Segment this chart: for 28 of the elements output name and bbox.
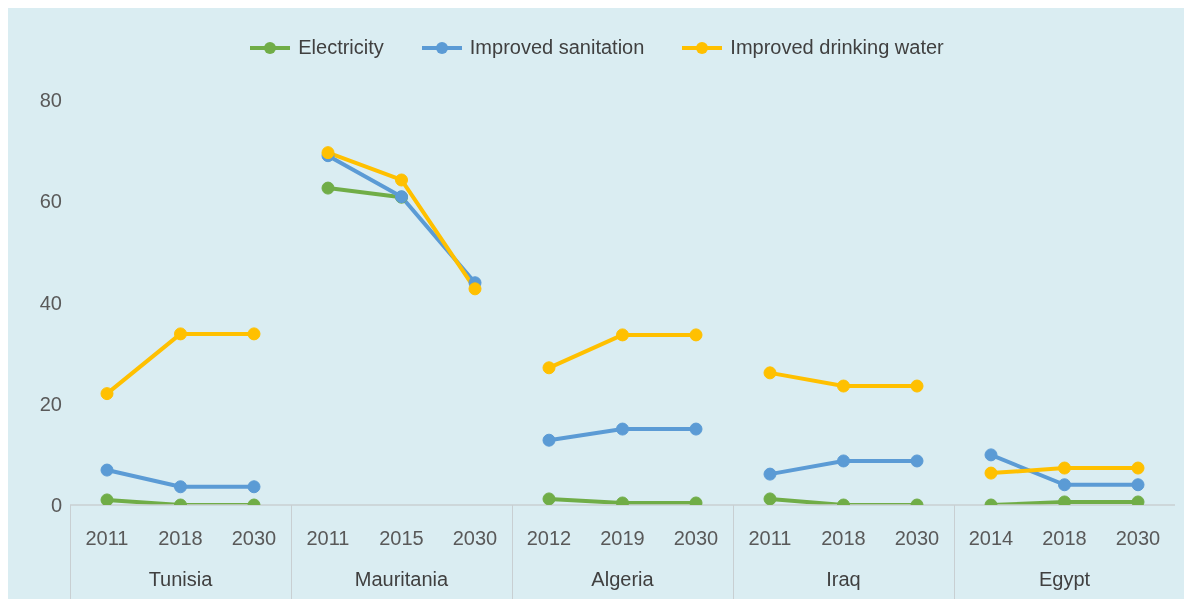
x-tick-label: 2018 [1042, 527, 1087, 550]
x-tick-label: 2019 [600, 527, 645, 550]
x-tick-label: 2012 [526, 527, 572, 550]
x-tick-label: 2015 [379, 527, 424, 550]
x-axis-title: Egypt [1038, 568, 1091, 590]
x-tick-label: 2030 [452, 527, 498, 550]
x-tick-label: 2030 [231, 527, 277, 550]
x-tick-label: 2011 [306, 527, 350, 550]
y-tick-label: 60 [39, 190, 62, 213]
x-axis-title: Algeria [591, 568, 655, 590]
legend-label: Improved drinking water [730, 36, 944, 59]
x-axis-title: Tunisia [148, 568, 214, 590]
x-tick-label: 2030 [894, 527, 940, 550]
y-tick-label: 40 [39, 291, 62, 314]
x-tick-label: 2014 [968, 527, 1014, 550]
y-tick-label: 20 [39, 392, 62, 415]
x-tick-label: 2030 [1115, 527, 1161, 550]
legend-label: Electricity [298, 36, 384, 59]
legend-label: Improved sanitation [469, 36, 645, 59]
x-tick-label: 2011 [748, 527, 792, 550]
x-axis-title: Iraq [826, 568, 861, 590]
x-axis-title: Mauritania [354, 568, 450, 590]
x-tick-label: 2018 [158, 527, 203, 550]
x-tick-label: 2018 [821, 527, 866, 550]
x-tick-label: 2030 [673, 527, 719, 550]
y-tick-label: 80 [39, 89, 62, 112]
x-tick-label: 2011 [85, 527, 129, 550]
y-tick-label: 0 [50, 494, 62, 517]
